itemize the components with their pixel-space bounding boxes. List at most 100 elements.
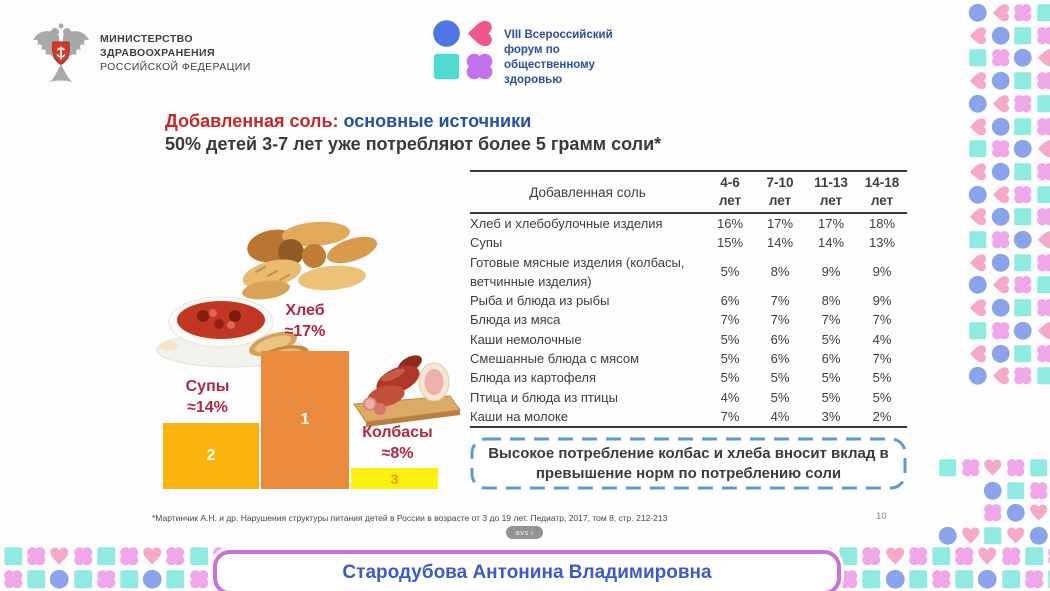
forum-heart-icon — [465, 19, 494, 48]
deco-circle-icon — [991, 207, 1011, 227]
ministry-line-1: МИНИСТЕРСТВО — [100, 33, 193, 45]
bar-label-sausage-name: Колбасы — [362, 424, 433, 441]
deco-square-icon — [968, 48, 988, 68]
deco-square-icon — [861, 569, 882, 590]
deco-clover-icon — [1036, 207, 1050, 227]
table-cell-value: 9% — [821, 264, 841, 280]
deco-clover-icon — [119, 546, 140, 567]
table-cell-label: Рыба и блюда из рыбы — [470, 293, 610, 309]
forum-logo-shapes — [432, 19, 494, 88]
table-cell-value: 7% — [770, 293, 790, 309]
deco-square-icon — [908, 569, 929, 590]
bar-label-soups-value: ≈14% — [187, 399, 228, 416]
deco-heart-icon — [1006, 526, 1026, 546]
deco-square-icon — [73, 569, 94, 590]
table-cell-value: 14% — [817, 235, 845, 251]
deco-heart-icon — [991, 94, 1011, 114]
deco-square-icon — [968, 321, 988, 341]
table-row: Смешанные блюда с мясом 5% 6% 6% 7% — [470, 349, 907, 368]
deco-heart-icon — [968, 344, 988, 364]
deco-clover-icon — [1024, 569, 1045, 590]
deco-clover-icon — [961, 458, 981, 478]
deco-square-icon — [968, 139, 988, 159]
table-cell-value: 4% — [720, 389, 740, 405]
deco-heart-icon — [1036, 321, 1050, 341]
deco-square-icon — [1013, 117, 1033, 137]
bar-label-soups-name: Супы — [185, 378, 230, 395]
table-cell-value: 18% — [868, 216, 896, 231]
table-cell-value: 5% — [872, 370, 892, 386]
table-age-header: 7-10 лет — [766, 175, 794, 208]
deco-square-icon — [1024, 546, 1045, 567]
deco-square-icon — [1013, 162, 1033, 182]
deco-clover-icon — [96, 569, 117, 590]
deco-circle-icon — [991, 253, 1011, 273]
speaker-name: Стародубова Антонина Владимировна — [342, 561, 712, 583]
deco-circle-icon — [968, 94, 988, 114]
deco-clover-icon — [908, 546, 929, 567]
callout-box: Высокое потребление колбас и хлеба вноси… — [470, 437, 907, 490]
table-cell-value: 7% — [770, 312, 790, 328]
slide-title: Добавленная соль: основные источники — [165, 110, 531, 133]
deco-clover-icon — [73, 546, 94, 567]
table-cell-value: 13% — [868, 235, 896, 251]
footnote: *Мартинчик А.Н. и др. Нарушения структур… — [152, 513, 668, 523]
table-cell-value: 17% — [766, 216, 794, 231]
page-number: 10 — [876, 511, 887, 522]
bar-label-bread-value: ≈17% — [284, 323, 326, 340]
table-cell-value: 6% — [770, 331, 790, 347]
deco-square-icon — [1036, 3, 1050, 23]
table-cell-value: 6% — [821, 351, 841, 367]
table-row: Рыба и блюда из рыбы 6% 7% 8% 9% — [470, 291, 907, 310]
ministry-line-3: РОССИЙСКОЙ ФЕДЕРАЦИИ — [100, 61, 251, 73]
table-age-header: 11-13 лет — [814, 175, 848, 208]
deco-square-icon — [1036, 275, 1050, 295]
deco-circle-icon — [991, 26, 1011, 46]
deco-clover-icon — [991, 139, 1011, 159]
deco-square-icon — [1036, 366, 1050, 386]
table-header-row: Добавленная соль 4-6 лет 7-10 лет 11-13 лет 14… — [470, 171, 907, 213]
table-cell-value: 5% — [821, 370, 841, 386]
table-row: Каши на молоке 7% 4% 3% 2% — [470, 407, 907, 427]
deco-clover-icon — [1036, 162, 1050, 182]
table-row: Супы 15% 14% 14% 13% — [470, 233, 907, 252]
podium-rank-1: 1 — [300, 411, 310, 428]
table-cell-value: 16% — [716, 216, 744, 231]
table-cell-value: 7% — [821, 312, 841, 328]
deco-heart-icon — [991, 185, 1011, 205]
table-cell-value: 17% — [817, 216, 845, 231]
deco-clover-icon — [1013, 275, 1033, 295]
table-cell-value: 2% — [872, 408, 892, 424]
deco-heart-icon — [49, 546, 70, 567]
deco-clover-icon — [165, 546, 186, 567]
deco-clover-icon — [991, 230, 1011, 250]
sausage-image — [346, 352, 464, 428]
table-cell-value: 7% — [720, 408, 740, 424]
deco-heart-icon — [142, 546, 163, 567]
deco-clover-icon — [1036, 298, 1050, 318]
deco-square-icon — [1013, 344, 1033, 364]
deco-circle-icon — [991, 117, 1011, 137]
bar-label-sausage: Колбасы ≈8% — [350, 422, 445, 464]
deco-circle-icon — [938, 526, 958, 546]
deco-clover-icon — [1036, 26, 1050, 46]
deco-clover-icon — [1036, 253, 1050, 273]
slide-title-red: Добавленная соль: — [165, 111, 339, 131]
table-cell-value: 5% — [770, 389, 790, 405]
table-cell-value: 9% — [872, 293, 892, 309]
deco-clover-icon — [954, 546, 975, 567]
deco-clover-icon — [983, 503, 1003, 523]
deco-heart-icon — [1036, 48, 1050, 68]
deco-clover-icon — [1001, 546, 1022, 567]
deco-circle-icon — [142, 569, 163, 590]
table-cell-value: 14% — [766, 235, 794, 251]
deco-heart-icon — [1036, 230, 1050, 250]
table-cell-value: 5% — [872, 389, 892, 405]
podium-bar-bread: 1 — [261, 351, 349, 489]
deco-clover-icon — [1013, 94, 1033, 114]
deco-heart-icon — [968, 117, 988, 137]
deco-circle-icon — [991, 162, 1011, 182]
table-cell-label: Супы — [470, 235, 503, 251]
podium-rank-2: 2 — [206, 447, 216, 464]
deco-heart-icon — [991, 3, 1011, 23]
